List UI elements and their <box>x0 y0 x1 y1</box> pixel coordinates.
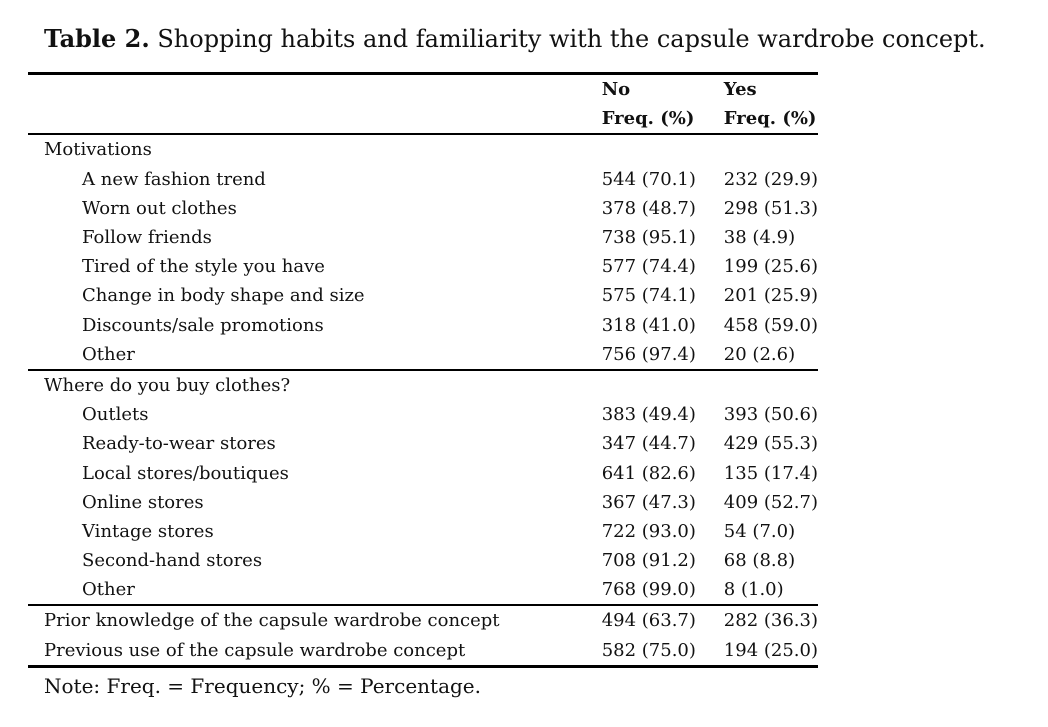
no-value: 494 (63.7) <box>601 604 724 636</box>
row-label: Outlets <box>82 404 149 426</box>
row-label: Vintage stores <box>82 520 214 542</box>
no-value: 367 (47.3) <box>601 491 696 513</box>
yes-value: 54 (7.0) <box>723 520 796 542</box>
no-value: 347 (44.7) <box>601 433 696 455</box>
no-value: 708 (91.2) <box>601 550 696 572</box>
header-yes: Yes <box>723 72 818 105</box>
empty-cell <box>601 368 724 401</box>
row-label: Tired of the style you have <box>82 256 325 278</box>
table-row: Follow friends 738 (95.1) 38 (4.9) <box>28 223 818 252</box>
row-label: Previous use of the capsule wardrobe con… <box>28 635 602 668</box>
yes-value: 20 (2.6) <box>723 343 796 365</box>
yes-value: 8 (1.0) <box>723 579 784 601</box>
empty-cell <box>724 134 818 164</box>
yes-value: 282 (36.3) <box>723 604 818 636</box>
row-label: Local stores/boutiques <box>82 462 289 484</box>
section-header-row: Motivations <box>28 134 818 164</box>
row-label: Ready-to-wear stores <box>82 433 276 455</box>
no-value: 383 (49.4) <box>601 404 696 426</box>
yes-value: 38 (4.9) <box>723 227 796 249</box>
row-label: Follow friends <box>82 227 212 249</box>
row-label: A new fashion trend <box>82 168 266 190</box>
table-row: Other 756 (97.4) 20 (2.6) <box>28 340 818 370</box>
table-row: Outlets 383 (49.4) 393 (50.6) <box>28 400 818 429</box>
row-label: Online stores <box>82 491 204 513</box>
row-label: Other <box>82 343 135 365</box>
table-row: Local stores/boutiques 641 (82.6) 135 (17.… <box>28 458 818 487</box>
yes-value: 429 (55.3) <box>723 433 818 455</box>
header-no-freq: Freq. (%) <box>601 104 724 136</box>
header-row: No Yes <box>28 72 818 105</box>
row-label: Other <box>82 579 135 601</box>
empty-cell <box>723 368 818 401</box>
no-value: 318 (41.0) <box>601 314 696 336</box>
table-title: Shopping habits and familiarity with the… <box>157 25 986 53</box>
table-row: Previous use of the capsule wardrobe con… <box>28 635 818 668</box>
yes-value: 194 (25.0) <box>723 635 818 668</box>
table-row: Discounts/sale promotions 318 (41.0) 458 (… <box>28 311 818 340</box>
yes-value: 409 (52.7) <box>723 491 818 513</box>
yes-value: 68 (8.8) <box>723 550 796 572</box>
no-value: 641 (82.6) <box>601 462 696 484</box>
row-label: Change in body shape and size <box>82 285 365 307</box>
row-label: Second-hand stores <box>82 550 263 572</box>
section-header-row: Where do you buy clothes? <box>28 368 818 401</box>
yes-value: 232 (29.9) <box>723 168 818 190</box>
no-value: 722 (93.0) <box>601 520 696 542</box>
no-value: 544 (70.1) <box>601 168 696 190</box>
table-row: Tired of the style you have 577 (74.4) 199… <box>28 252 818 281</box>
no-value: 378 (48.7) <box>601 197 696 219</box>
header-yes-freq: Freq. (%) <box>723 104 818 136</box>
table-row: Vintage stores 722 (93.0) 54 (7.0) <box>28 517 818 546</box>
table-row: Worn out clothes 378 (48.7) 298 (51.3) <box>28 194 818 223</box>
table-row: A new fashion trend 544 (70.1) 232 (29.9) <box>28 165 818 194</box>
table-caption: Table 2. Shopping habits and familiarity… <box>44 24 986 53</box>
table-note: Note: Freq. = Frequency; % = Percentage. <box>44 674 481 698</box>
section-label: Where do you buy clothes? <box>28 368 602 401</box>
header-no: No <box>601 72 724 105</box>
row-label: Prior knowledge of the capsule wardrobe … <box>28 604 602 636</box>
table-row: Second-hand stores 708 (91.2) 68 (8.8) <box>28 546 818 575</box>
section-label: Motivations <box>44 139 152 161</box>
row-label: Worn out clothes <box>82 197 237 219</box>
no-value: 738 (95.1) <box>601 227 696 249</box>
no-value: 575 (74.1) <box>601 285 696 307</box>
yes-value: 199 (25.6) <box>723 256 818 278</box>
no-value: 582 (75.0) <box>601 635 724 668</box>
no-value: 577 (74.4) <box>601 256 696 278</box>
no-value: 756 (97.4) <box>601 343 696 365</box>
header-subrow: Freq. (%) Freq. (%) <box>28 104 818 136</box>
yes-value: 393 (50.6) <box>723 404 818 426</box>
no-value: 768 (99.0) <box>601 579 696 601</box>
table-row: Other 768 (99.0) 8 (1.0) <box>28 575 818 605</box>
empty-cell <box>602 134 724 164</box>
table-row: Change in body shape and size 575 (74.1) 2… <box>28 281 818 310</box>
data-table: No Yes Freq. (%) Freq. (%) Motivations A … <box>28 72 818 668</box>
yes-value: 135 (17.4) <box>723 462 818 484</box>
row-label: Discounts/sale promotions <box>82 314 324 336</box>
table-row: Ready-to-wear stores 347 (44.7) 429 (55.3) <box>28 429 818 458</box>
table-row: Online stores 367 (47.3) 409 (52.7) <box>28 488 818 517</box>
table-number: Table 2. <box>44 24 150 53</box>
yes-value: 201 (25.9) <box>723 285 818 307</box>
yes-value: 458 (59.0) <box>723 314 818 336</box>
yes-value: 298 (51.3) <box>723 197 818 219</box>
table-row: Prior knowledge of the capsule wardrobe … <box>28 604 818 636</box>
